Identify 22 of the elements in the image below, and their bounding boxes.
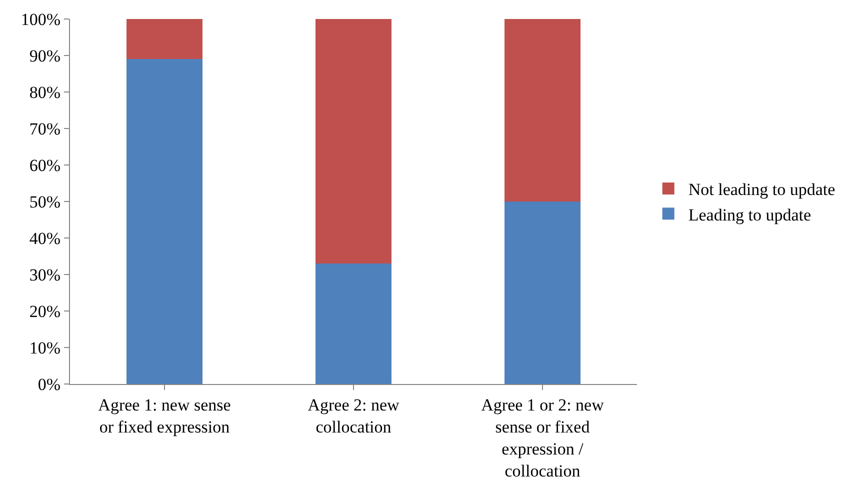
y-tick-label: 50% <box>29 192 61 212</box>
x-tick-label: Agree 2: new collocation <box>308 395 400 436</box>
y-tick-label: 70% <box>29 119 61 138</box>
y-tick-label: 80% <box>29 82 61 102</box>
bar <box>504 19 580 202</box>
y-tick-label: 10% <box>29 338 61 358</box>
x-tick-label: Agree 1 or 2: new sense or fixed expression / collocation <box>481 395 605 481</box>
y-tick-label: 60% <box>29 156 61 175</box>
legend-label: Leading to update <box>688 205 812 224</box>
y-tick-label: 30% <box>29 265 61 284</box>
legend-label: Not leading to update <box>688 180 836 200</box>
y-tick-label: 40% <box>29 228 61 248</box>
bar <box>126 19 202 60</box>
bar <box>316 19 392 264</box>
y-tick-label: 100% <box>20 10 61 29</box>
bar <box>316 264 392 384</box>
bar <box>504 202 580 384</box>
y-tick-label: 90% <box>29 46 61 66</box>
y-tick-label: 0% <box>38 374 61 394</box>
x-tick-label: Agree 1: new sense or fixed expression <box>98 395 231 436</box>
y-tick-label: 20% <box>29 302 61 321</box>
bar <box>126 59 202 384</box>
